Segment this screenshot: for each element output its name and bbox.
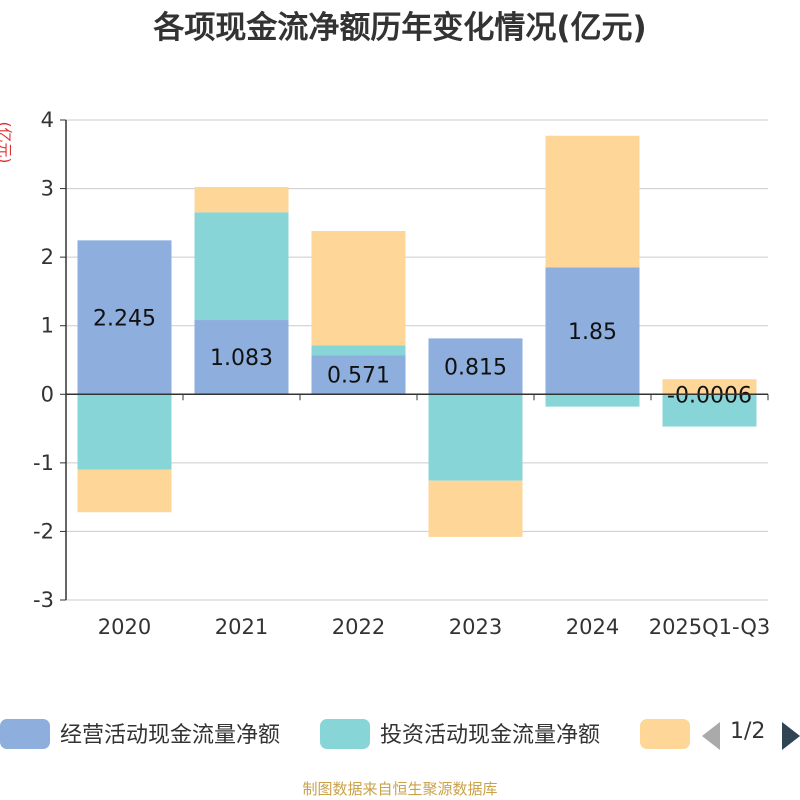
bar-operating-2021 bbox=[194, 320, 289, 395]
y-tick-label: 4 bbox=[41, 108, 54, 132]
bar-investing-2025Q1-Q3 bbox=[662, 394, 757, 427]
source-note: 制图数据来自恒生聚源数据库 bbox=[302, 780, 498, 798]
bar-operating-2024 bbox=[545, 267, 640, 395]
bar-operating-2020 bbox=[77, 240, 172, 395]
x-tick-label: 2021 bbox=[215, 615, 268, 639]
data-label: 0.571 bbox=[327, 364, 390, 389]
legend-swatch bbox=[0, 719, 50, 749]
legend-prev-icon[interactable] bbox=[702, 722, 720, 750]
bar-investing-2024 bbox=[545, 394, 640, 407]
y-tick-label: 3 bbox=[41, 177, 54, 201]
legend-swatch bbox=[320, 719, 370, 749]
legend-pager: 1/2 bbox=[700, 716, 800, 752]
bar-series3-2021 bbox=[194, 186, 289, 213]
data-label: 1.083 bbox=[210, 346, 273, 371]
x-tick-label: 2025Q1-Q3 bbox=[649, 615, 771, 639]
legend-next-icon[interactable] bbox=[782, 722, 800, 750]
bar-operating-2023 bbox=[428, 338, 523, 395]
x-tick-label: 2023 bbox=[449, 615, 502, 639]
chart-title: 各项现金流净额历年变化情况(亿元) bbox=[153, 10, 647, 46]
bar-investing-2022 bbox=[311, 345, 406, 356]
data-label: 2.245 bbox=[93, 306, 156, 331]
x-tick-label: 2020 bbox=[98, 615, 151, 639]
bar-series3-2024 bbox=[545, 135, 640, 268]
bar-operating-2022 bbox=[311, 355, 406, 395]
bar-series3-2025Q1-Q3 bbox=[662, 379, 757, 395]
x-tick-label: 2022 bbox=[332, 615, 385, 639]
y-tick-label: -3 bbox=[33, 588, 54, 612]
y-tick-label: 2 bbox=[41, 245, 54, 269]
bar-investing-2021 bbox=[194, 212, 289, 321]
bar-series3-2023 bbox=[428, 480, 523, 537]
data-label: 1.85 bbox=[568, 320, 617, 345]
data-label: 0.815 bbox=[444, 355, 507, 380]
bar-series3-2022 bbox=[311, 231, 406, 346]
bar-investing-2023 bbox=[428, 394, 523, 481]
bar-series3-2020 bbox=[77, 469, 172, 513]
x-tick-label: 2024 bbox=[566, 615, 619, 639]
y-tick-label: 1 bbox=[41, 314, 54, 338]
y-tick-label: -2 bbox=[33, 519, 54, 543]
y-tick-label: -1 bbox=[33, 451, 54, 475]
legend-swatch bbox=[640, 719, 690, 749]
legend-page-indicator: 1/2 bbox=[730, 719, 766, 744]
legend-label: 投资活动现金流量净额 bbox=[380, 723, 600, 748]
legend-label: 经营活动现金流量净额 bbox=[60, 723, 280, 748]
data-label: -0.0006 bbox=[667, 383, 752, 408]
bar-investing-2020 bbox=[77, 394, 172, 470]
y-tick-label: 0 bbox=[41, 382, 54, 406]
